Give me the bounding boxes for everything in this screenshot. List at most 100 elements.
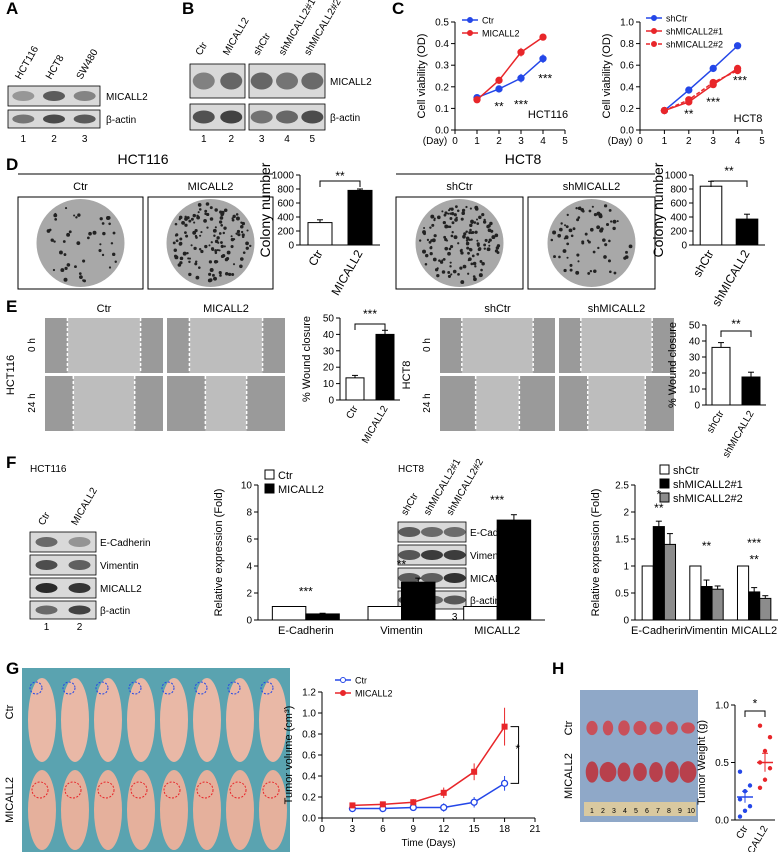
colony-dot [448, 225, 452, 229]
lane-label: HCT116 [13, 44, 41, 81]
tumor [665, 761, 679, 783]
bar [748, 591, 761, 621]
band-label: Vimentin [470, 551, 509, 562]
bracket [710, 180, 748, 187]
colony-dot [98, 248, 102, 253]
cell-line: HCT8 [401, 361, 413, 390]
colony-dot [181, 220, 185, 225]
lane-label: MICALL2 [221, 16, 252, 58]
lane-label: shCtr [399, 491, 421, 518]
colony-dot [177, 263, 182, 267]
legend-marker [651, 41, 657, 47]
data-point [747, 804, 753, 809]
colony-dot [205, 202, 210, 206]
colony-dot [210, 247, 215, 251]
bar [463, 606, 498, 621]
colony-dot [112, 252, 116, 257]
colony-dot [66, 232, 71, 237]
tumor-mark [130, 781, 148, 799]
band-label: MICALL2 [470, 574, 512, 585]
y-tick-label: 1.5 [615, 535, 629, 546]
blot-band [421, 527, 443, 537]
y-tick-label: 4 [246, 562, 252, 573]
colony-dot [209, 268, 214, 272]
blot-band [43, 114, 65, 124]
x-tick-label: MICALL2 [328, 247, 365, 298]
x-axis-label: (Day) [423, 136, 447, 147]
colony-dot [101, 222, 105, 225]
colony-dot [442, 220, 446, 225]
y-tick-label: 10 [689, 385, 701, 396]
colony-dot [591, 205, 594, 208]
colony-dot [453, 235, 458, 240]
bar [496, 519, 532, 621]
bar [711, 588, 724, 621]
data-point [742, 808, 748, 813]
colony-dot [560, 222, 563, 225]
colony-dot [604, 243, 608, 247]
x-tick-label: E-Cadherin [278, 625, 334, 637]
colony-dot [472, 261, 477, 266]
ruler-label: 10 [687, 808, 695, 815]
colony-dot [558, 255, 561, 259]
tumor [633, 720, 647, 736]
y-tick-label: 0.4 [435, 39, 449, 50]
colony-dot [184, 231, 187, 235]
colony-dot [190, 217, 194, 221]
colony-dot [237, 233, 241, 237]
colony-dot [195, 260, 198, 263]
cell-line: HCT116 [117, 151, 168, 167]
tumor-mark [196, 781, 214, 799]
tumor-mark [62, 681, 76, 695]
data-point [742, 789, 748, 794]
legend-swatch [659, 492, 670, 503]
column-label: shCtr [484, 303, 511, 315]
colony-dot [231, 272, 235, 276]
colony-dot [450, 273, 453, 276]
x-tick-label: 3 [350, 824, 356, 835]
colony-dot [172, 241, 176, 245]
colony-dot [233, 214, 236, 218]
column-label: MICALL2 [188, 181, 234, 193]
data-point [762, 777, 768, 782]
colony-dot [178, 242, 183, 246]
colony-dot [209, 217, 214, 221]
legend-marker [340, 690, 346, 696]
mouse [259, 770, 287, 850]
colony-dot [245, 241, 249, 246]
colony-dot [496, 244, 501, 248]
row-label: Ctr [563, 720, 575, 735]
colony-dot [102, 231, 106, 236]
colony-dot [434, 268, 439, 272]
x-tick-label: 3 [710, 136, 716, 147]
mouse [127, 770, 155, 850]
bar [307, 222, 333, 246]
colony-dot [553, 255, 556, 259]
x-tick-label: 21 [529, 824, 541, 835]
blot-band [68, 537, 91, 547]
colony-dot [65, 207, 68, 210]
x-tick-label: 0 [319, 824, 325, 835]
colony-dot [568, 228, 573, 233]
colony-dot [480, 268, 483, 272]
legend-label: shCtr [666, 14, 688, 24]
colony-dot [218, 220, 223, 224]
bar [759, 597, 772, 621]
y-axis-label: Colony number [650, 162, 666, 257]
colony-dot [79, 275, 83, 280]
colony-dot [423, 226, 426, 229]
colony-dot [178, 215, 183, 220]
colony-dot [586, 239, 590, 242]
x-tick-label: Ctr [734, 823, 751, 841]
colony-dot [607, 259, 611, 263]
x-tick-label: 9 [411, 824, 417, 835]
colony-dot [429, 226, 432, 229]
colony-dot [584, 232, 588, 236]
significance: *** [747, 536, 761, 550]
blot-band [443, 573, 466, 583]
tumor [585, 761, 599, 783]
tumor [649, 762, 663, 782]
panel-letter: A [6, 0, 18, 18]
legend-marker [467, 17, 473, 23]
colony-dot [593, 213, 598, 217]
